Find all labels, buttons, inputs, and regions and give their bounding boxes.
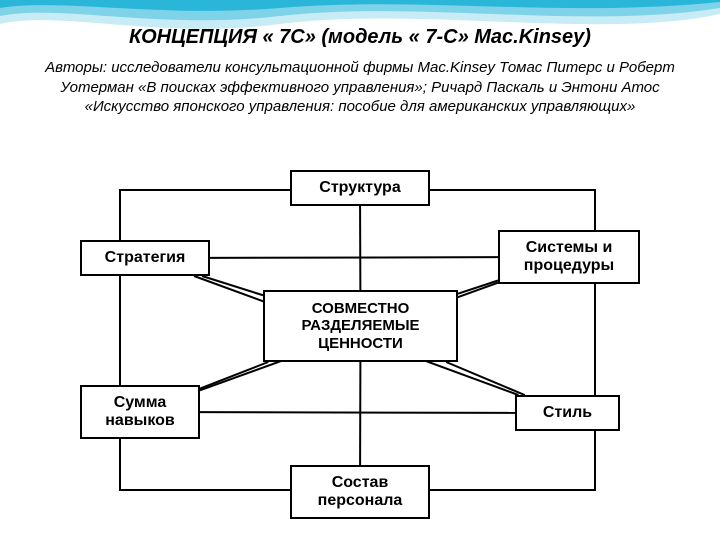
mckinsey-7s-diagram: Структура Стратегия Системы ипроцедуры С… bbox=[80, 170, 640, 510]
node-center-label: СОВМЕСТНОРАЗДЕЛЯЕМЫЕЦЕННОСТИ bbox=[301, 300, 419, 352]
node-structure: Структура bbox=[290, 170, 430, 206]
node-staff-label: Составперсонала bbox=[318, 474, 403, 511]
node-skills: Сумманавыков bbox=[80, 385, 200, 439]
node-systems-label: Системы ипроцедуры bbox=[524, 239, 614, 276]
page-subtitle: Авторы: исследователи консультационной ф… bbox=[30, 58, 690, 117]
edge-style-center bbox=[446, 362, 525, 395]
wave-3 bbox=[0, 0, 720, 29]
node-strategy-label: Стратегия bbox=[105, 249, 186, 267]
node-skills-label: Сумманавыков bbox=[105, 394, 174, 431]
edge-skills-center bbox=[200, 362, 268, 389]
node-structure-label: Структура bbox=[319, 179, 400, 197]
node-staff: Составперсонала bbox=[290, 465, 430, 519]
edge-systems-center bbox=[458, 280, 498, 293]
wave-2 bbox=[0, 0, 720, 20]
edge-skills-style bbox=[200, 412, 515, 413]
page-title: КОНЦЕПЦИЯ « 7С» (модель « 7-С» Mac.Kinse… bbox=[0, 26, 720, 49]
node-strategy: Стратегия bbox=[80, 240, 210, 276]
edge-strategy-systems bbox=[210, 257, 498, 258]
node-systems: Системы ипроцедуры bbox=[498, 230, 640, 284]
edge-strategy-center bbox=[202, 276, 263, 295]
node-center: СОВМЕСТНОРАЗДЕЛЯЕМЫЕЦЕННОСТИ bbox=[263, 290, 458, 362]
wave-1 bbox=[0, 0, 720, 11]
node-style: Стиль bbox=[515, 395, 620, 431]
node-style-label: Стиль bbox=[543, 404, 592, 422]
